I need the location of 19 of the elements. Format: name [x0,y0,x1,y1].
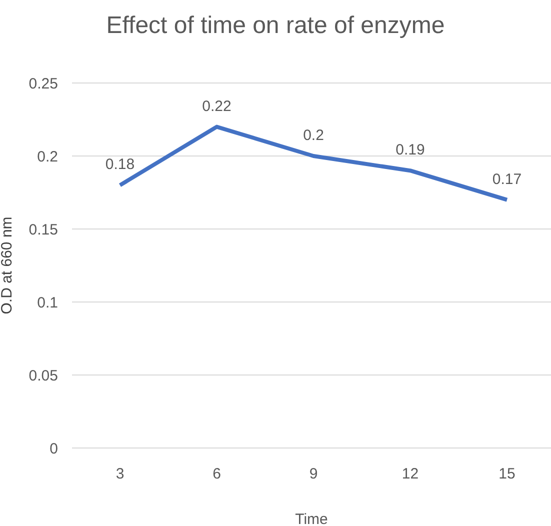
x-tick-label: 3 [116,466,124,483]
x-tick-label: 6 [212,466,221,483]
y-tick-label: 0.05 [28,367,58,384]
y-tick-label: 0.15 [28,221,58,238]
y-axis-title: O.D at 660 nm [0,216,16,314]
y-tick-label: 0.2 [37,148,58,166]
x-tick-label: 9 [309,466,318,483]
y-tick-label: 0 [50,440,58,458]
data-label: 0.2 [303,127,324,144]
x-tick-label: 12 [402,466,419,483]
data-label: 0.22 [202,98,232,115]
data-label: 0.17 [492,170,522,188]
y-tick-label: 0.1 [37,294,58,312]
data-label: 0.19 [396,142,425,159]
y-tick-label: 0.25 [28,75,58,92]
data-label: 0.18 [105,156,135,174]
x-axis-title: Time [295,511,328,526]
x-tick-label: 15 [498,466,516,483]
chart-title: Effect of time on rate of enzyme [105,12,446,40]
